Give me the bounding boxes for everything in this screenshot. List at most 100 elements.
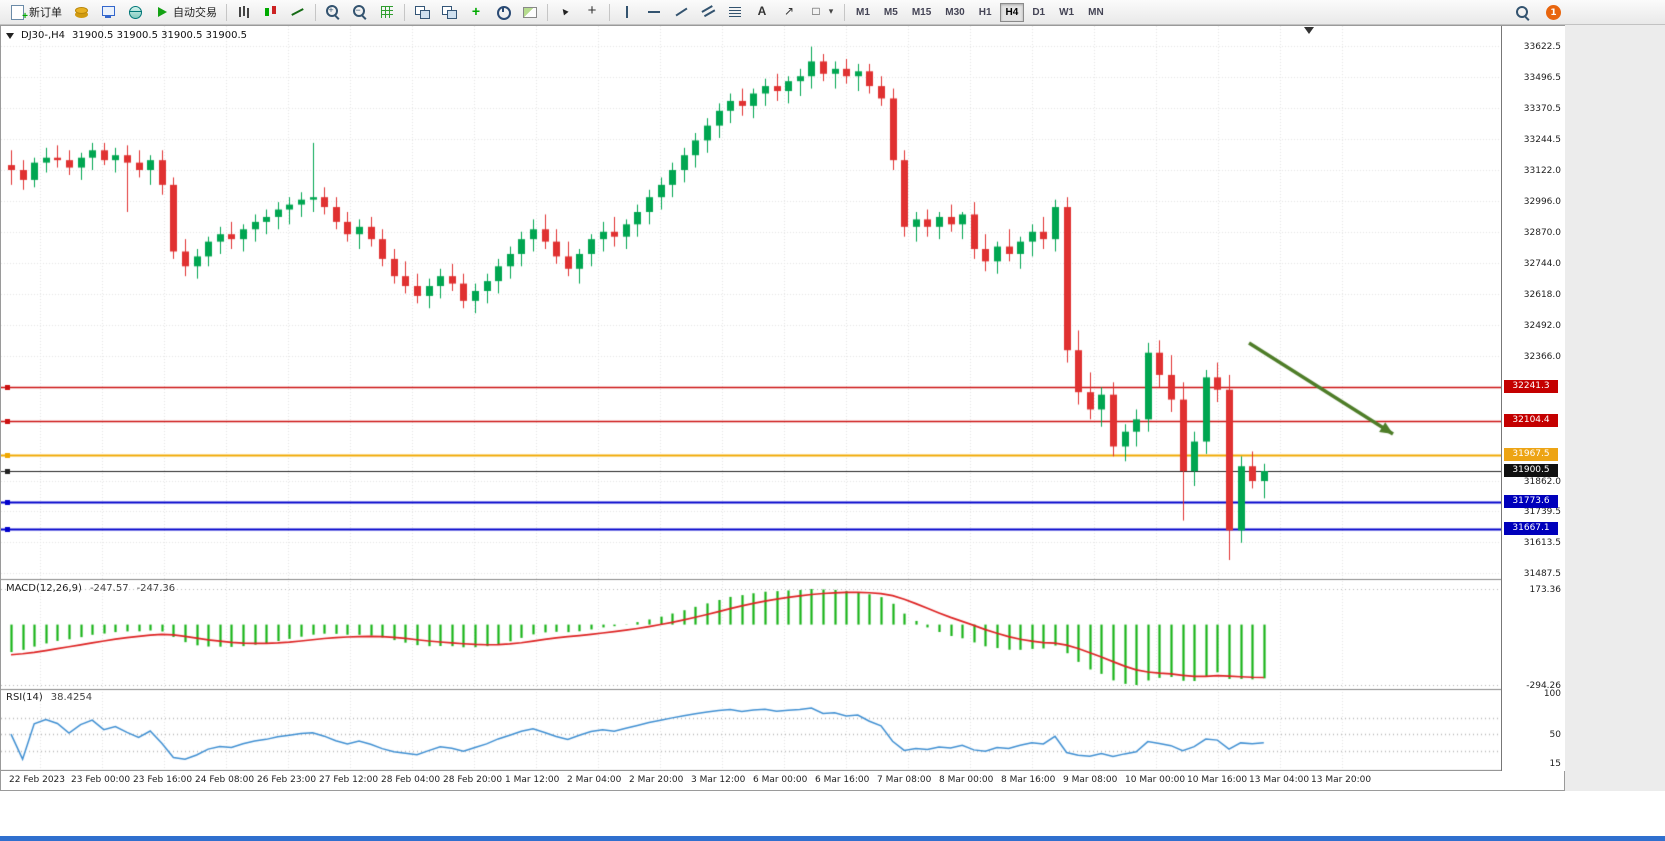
macd-label: MACD(12,26,9) -247.57 -247.36 [6, 583, 175, 594]
bottom-band [0, 791, 1665, 836]
chart-symbol-label: DJ30-,H4 [21, 30, 66, 41]
templates-button[interactable] [517, 2, 543, 22]
horizontal-line-icon [646, 4, 662, 20]
rsi-axis-label: 15 [1549, 759, 1561, 769]
clock-icon [495, 4, 511, 20]
template-icon [522, 4, 538, 20]
trendline-button[interactable] [668, 2, 694, 22]
date-axis-label: 9 Mar 08:00 [1063, 775, 1118, 785]
price-axis-label: 33244.5 [1523, 135, 1561, 146]
price-badge: 31667.1 [1504, 521, 1558, 535]
zoom-in-button[interactable] [320, 2, 346, 22]
timeframe-button-m30[interactable]: M30 [939, 3, 970, 22]
separator [609, 3, 610, 21]
auto-trading-button[interactable]: 自动交易 [149, 2, 222, 22]
crosshair-button[interactable] [579, 2, 605, 22]
zoom-in-icon [325, 4, 341, 20]
macd-main-value: -247.57 [89, 583, 129, 594]
shapes-tool-button[interactable] [803, 2, 840, 22]
chart-header: DJ30-,H4 31900.5 31900.5 31900.5 31900.5 [6, 30, 247, 41]
chart-shift-marker[interactable] [1304, 27, 1314, 34]
coins-icon [73, 4, 89, 20]
arrows-tool-button[interactable] [776, 2, 802, 22]
horizontal-line-button[interactable] [641, 2, 667, 22]
bar-chart-button[interactable] [231, 2, 257, 22]
separator [547, 3, 548, 21]
indicators-button[interactable] [463, 2, 489, 22]
search-button[interactable] [1510, 3, 1536, 23]
line-chart-icon [290, 4, 306, 20]
date-axis-label: 3 Mar 12:00 [691, 775, 746, 785]
separator [226, 3, 227, 21]
grid-button[interactable] [374, 2, 400, 22]
price-axis-label: 33496.5 [1523, 73, 1561, 84]
fibonacci-button[interactable] [722, 2, 748, 22]
date-axis-label: 22 Feb 2023 [9, 775, 66, 785]
date-axis-label: 28 Feb 20:00 [443, 775, 503, 785]
new-chart-button[interactable] [409, 2, 435, 22]
trendline-icon [673, 4, 689, 20]
date-axis-label: 1 Mar 12:00 [505, 775, 560, 785]
date-axis-label: 23 Feb 16:00 [133, 775, 193, 785]
channel-icon [700, 4, 716, 20]
market-watch-button[interactable] [95, 2, 121, 22]
price-axis-label: 32744.0 [1523, 258, 1561, 269]
price-axis-label: 31487.5 [1523, 569, 1561, 579]
date-axis-label: 13 Mar 20:00 [1311, 775, 1372, 785]
macd-axis-label: -294.26 [1526, 681, 1561, 691]
zoom-out-button[interactable] [347, 2, 373, 22]
cascade-windows-icon [441, 4, 457, 20]
time-axis[interactable]: 22 Feb 2023 23 Feb 00:00 23 Feb 16:00 24 Fe… [1, 771, 1564, 790]
notification-badge[interactable]: 1 [1546, 5, 1561, 20]
date-axis-label: 10 Mar 00:00 [1125, 775, 1186, 785]
auto-trading-label: 自动交易 [173, 7, 217, 19]
profiles-button[interactable] [436, 2, 462, 22]
line-chart-button[interactable] [285, 2, 311, 22]
globe-icon [127, 4, 143, 20]
price-badge: 31773.6 [1504, 495, 1558, 509]
web-terminal-button[interactable] [122, 2, 148, 22]
timeframe-button-w1[interactable]: W1 [1053, 3, 1080, 22]
crosshair-icon [584, 4, 600, 20]
price-chart-canvas[interactable] [1, 26, 1501, 771]
text-tool-button[interactable] [749, 2, 775, 22]
date-axis-label: 8 Mar 00:00 [939, 775, 994, 785]
chevron-down-icon [827, 4, 835, 20]
price-axis-label: 32996.0 [1523, 196, 1561, 207]
period-button[interactable] [490, 2, 516, 22]
price-axis-label: 32366.0 [1523, 352, 1561, 363]
bar-chart-icon [236, 4, 252, 20]
price-axis-label: 32870.0 [1523, 227, 1561, 238]
timeframe-button-m15[interactable]: M15 [906, 3, 937, 22]
timeframe-button-h4[interactable]: H4 [999, 2, 1025, 22]
new-order-label: 新订单 [29, 7, 62, 19]
chart-collapse-icon[interactable] [6, 32, 14, 39]
date-axis-label: 2 Mar 20:00 [629, 775, 684, 785]
price-axis[interactable]: 33622.5 33496.5 33370.5 33244.5 33122.0 32996… [1501, 26, 1565, 771]
timeframe-button-h1[interactable]: H1 [973, 3, 998, 22]
price-badge: 31967.5 [1504, 447, 1558, 461]
candlestick-chart-button[interactable] [258, 2, 284, 22]
timeframe-button-m1[interactable]: M1 [850, 3, 876, 22]
price-axis-label: 32618.0 [1523, 289, 1561, 300]
channel-button[interactable] [695, 2, 721, 22]
macd-axis-label: 173.36 [1529, 585, 1562, 595]
macd-signal-value: -247.36 [136, 583, 176, 594]
rsi-label: RSI(14) 38.4254 [6, 692, 92, 703]
zoom-out-icon [352, 4, 368, 20]
rsi-axis-label: 50 [1549, 730, 1561, 741]
date-axis-label: 8 Mar 16:00 [1001, 775, 1056, 785]
chart-ohlc-label: 31900.5 31900.5 31900.5 31900.5 [72, 30, 247, 41]
text-tool-icon [754, 4, 770, 20]
candlestick-chart-icon [263, 4, 279, 20]
new-order-button[interactable]: 新订单 [4, 2, 67, 24]
timeframe-button-m5[interactable]: M5 [878, 3, 904, 22]
timeframe-button-mn[interactable]: MN [1082, 3, 1110, 22]
cursor-button[interactable] [552, 2, 578, 22]
vertical-line-button[interactable] [614, 2, 640, 22]
date-axis-label: 28 Feb 04:00 [381, 775, 441, 785]
timeframe-button-d1[interactable]: D1 [1026, 3, 1051, 22]
history-center-button[interactable] [68, 2, 94, 22]
